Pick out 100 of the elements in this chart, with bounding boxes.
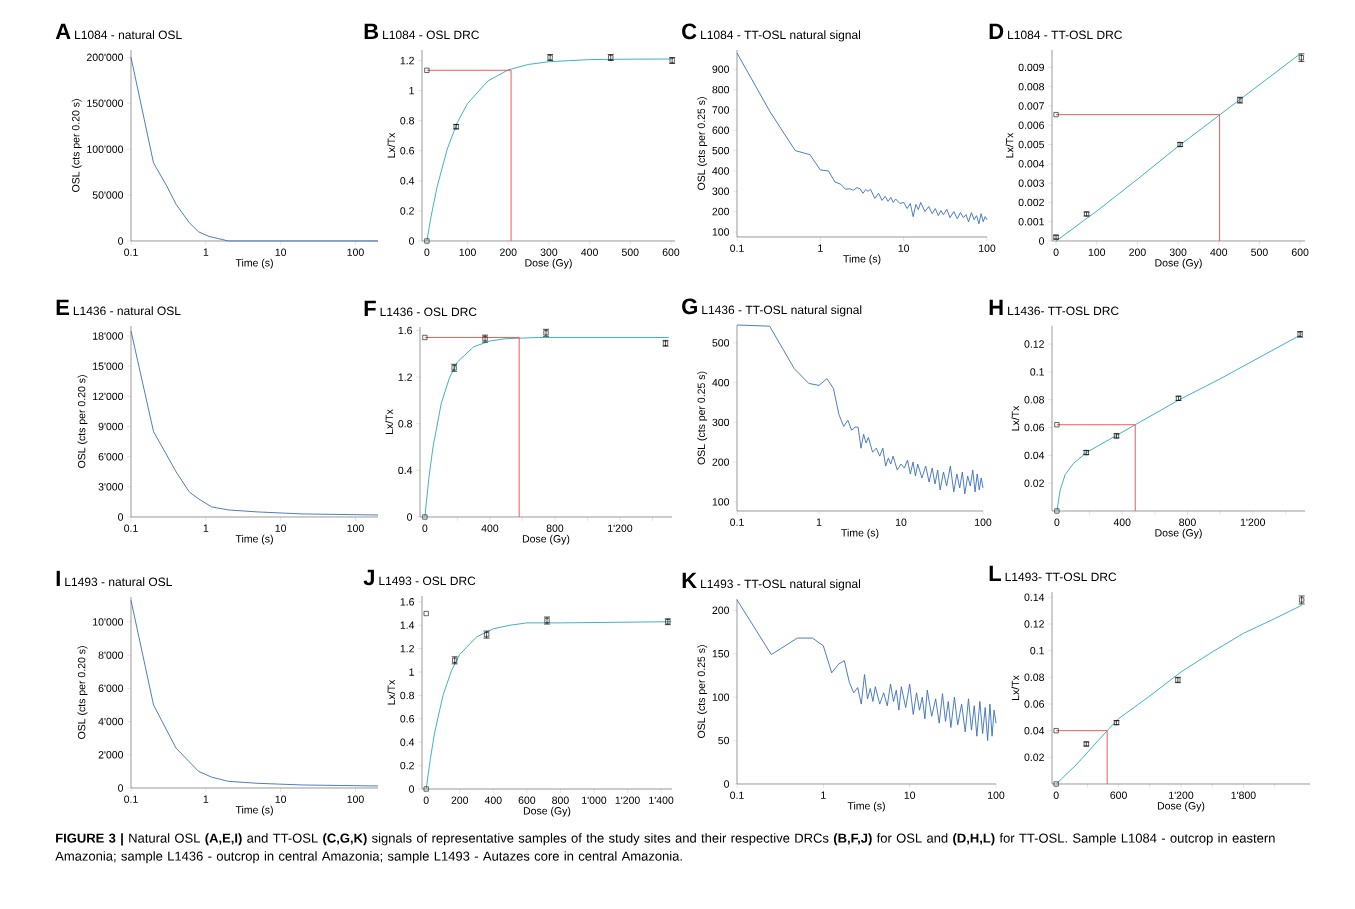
x-tick-label: 0.1 xyxy=(124,524,138,532)
x-axis-title: Time (s) xyxy=(235,805,273,816)
y-axis-title: Lx/Tx xyxy=(387,679,396,705)
y-tick-label: 0.4 xyxy=(400,177,415,185)
y-tick-label: 12'000 xyxy=(93,392,124,401)
x-tick-label: 400 xyxy=(484,796,502,804)
y-tick-label: 0.009 xyxy=(1018,63,1044,72)
point xyxy=(423,786,429,792)
y-tick-label: 1.6 xyxy=(398,326,413,335)
y-axis-title: OSL (cts per 0.25 s) xyxy=(697,371,708,465)
y-tick-label: 2'000 xyxy=(98,751,124,759)
x-tick-label: 800 xyxy=(1179,518,1196,526)
y-tick-label: 1.2 xyxy=(400,56,414,65)
y-axis-title: OSL (cts per 0.20 s) xyxy=(71,99,82,192)
x-tick-label: 1'000 xyxy=(582,796,607,804)
x-axis-title: Time (s) xyxy=(843,254,881,265)
y-axis-title: Lx/Tx xyxy=(387,132,396,158)
y-tick-label: 400 xyxy=(712,378,730,387)
line-series xyxy=(1055,604,1303,785)
x-tick-label: 0.1 xyxy=(124,795,138,803)
y-tick-label: 0.008 xyxy=(1018,82,1045,91)
x-tick-label: 10 xyxy=(898,244,910,252)
x-axis-title: Dose (Gy) xyxy=(1157,801,1205,812)
y-tick-label: 0.02 xyxy=(1024,753,1044,762)
x-axis-title: Dose (Gy) xyxy=(525,258,572,269)
y-tick-label: 0.08 xyxy=(1024,396,1045,404)
x-tick-label: 100 xyxy=(1088,248,1106,256)
y-axis-title: OSL (cts per 0.25 s) xyxy=(697,645,708,738)
y-tick-label: 50 xyxy=(718,736,730,745)
y-tick-label: 8'000 xyxy=(98,651,124,659)
x-tick-label: 600 xyxy=(1291,248,1309,256)
x-tick-label: 100 xyxy=(347,248,364,256)
x-tick-label: 300 xyxy=(540,248,558,256)
y-tick-label: 0.001 xyxy=(1018,217,1044,226)
y-tick-label: 100 xyxy=(712,693,730,701)
x-tick-label: 0.1 xyxy=(124,248,138,256)
x-tick-label: 600 xyxy=(518,796,536,804)
chart-title: L1493 - natural OSL xyxy=(65,577,172,587)
y-tick-label: 0.8 xyxy=(398,420,413,428)
x-tick-label: 0 xyxy=(423,796,429,804)
text: I xyxy=(56,570,60,586)
x-tick-label: 400 xyxy=(1210,248,1228,256)
x-tick-label: 0 xyxy=(1053,248,1059,256)
x-tick-label: 200 xyxy=(451,796,469,804)
x-tick-label: 1'200 xyxy=(1240,518,1266,526)
text: L xyxy=(989,565,1001,581)
chart-title: L1436- TT-OSL DRC xyxy=(1008,306,1119,316)
x-tick-label: 10 xyxy=(275,524,287,532)
x-tick-label: 100 xyxy=(975,518,992,526)
x-axis-title: Dose (Gy) xyxy=(523,806,571,817)
y-tick-label: 10'000 xyxy=(93,618,124,626)
x-tick-label: 0 xyxy=(422,524,428,532)
point xyxy=(422,514,428,520)
text: B xyxy=(364,23,379,39)
y-tick-label: 0.005 xyxy=(1018,140,1045,149)
x-tick-label: 10 xyxy=(895,518,907,526)
x-tick-label: 0.1 xyxy=(730,518,744,526)
text: K xyxy=(682,572,697,588)
y-tick-label: 9'000 xyxy=(98,422,124,431)
x-tick-label: 1'200 xyxy=(1169,791,1194,799)
y-tick-label: 0 xyxy=(118,784,124,792)
x-tick-label: 200 xyxy=(500,248,517,256)
y-tick-label: 0.8 xyxy=(400,691,415,700)
point xyxy=(1053,112,1059,118)
y-tick-label: 0 xyxy=(409,237,415,245)
text: A xyxy=(55,23,71,39)
x-tick-label: 100 xyxy=(347,524,364,532)
x-tick-label: 10 xyxy=(275,248,287,256)
y-tick-label: 0.4 xyxy=(400,738,415,746)
y-tick-label: 3'000 xyxy=(98,483,124,491)
y-tick-label: 0 xyxy=(724,780,730,788)
x-tick-label: 200 xyxy=(1129,248,1146,256)
y-tick-label: 900 xyxy=(712,65,730,74)
y-tick-label: 500 xyxy=(712,339,730,347)
point xyxy=(424,238,430,244)
x-tick-label: 800 xyxy=(546,524,564,532)
x-tick-label: 1 xyxy=(203,795,209,803)
x-axis-title: Time (s) xyxy=(235,258,273,269)
y-tick-label: 18'000 xyxy=(93,332,124,340)
x-axis-title: Time (s) xyxy=(841,528,879,539)
y-tick-label: 0.08 xyxy=(1024,673,1045,682)
y-tick-label: 0.2 xyxy=(400,207,414,215)
y-tick-label: 0.4 xyxy=(398,466,413,475)
x-tick-label: 500 xyxy=(621,248,639,256)
y-tick-label: 150 xyxy=(712,649,730,658)
y-tick-label: 0.14 xyxy=(1024,593,1045,602)
chart-title: L1084 - natural OSL xyxy=(75,30,182,40)
y-axis-title: OSL (cts per 0.20 s) xyxy=(77,646,88,739)
y-tick-label: 0.06 xyxy=(1024,423,1045,432)
y-tick-label: 0.007 xyxy=(1018,102,1044,110)
x-tick-label: 800 xyxy=(552,796,569,804)
y-tick-label: 6'000 xyxy=(98,452,124,461)
y-tick-label: 100 xyxy=(712,228,730,236)
x-tick-label: 0.1 xyxy=(730,791,744,799)
x-tick-label: 600 xyxy=(662,248,680,256)
y-axis-title: Lx/Tx xyxy=(1011,675,1020,700)
y-tick-label: 0 xyxy=(1039,237,1045,245)
x-axis-title: Dose (Gy) xyxy=(1155,528,1202,539)
y-tick-label: 0.8 xyxy=(400,116,415,125)
y-tick-label: 100 xyxy=(712,498,730,506)
